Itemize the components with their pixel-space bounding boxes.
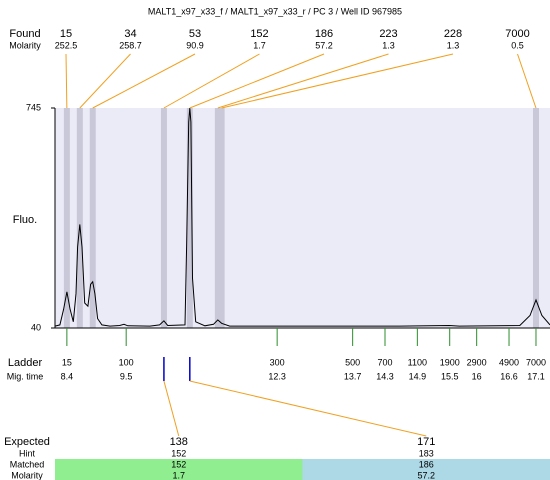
- y-tick-label: 40: [31, 322, 41, 332]
- found-molarity: 1.3: [447, 40, 460, 50]
- matched-connector: [163, 380, 180, 437]
- matched-band: [55, 459, 303, 480]
- found-molarity: 1.7: [253, 40, 266, 50]
- ladder-size: 4900: [499, 357, 519, 367]
- row-label: Hint: [19, 448, 36, 458]
- expected-size: 171: [417, 436, 435, 448]
- trace: [54, 107, 550, 327]
- found-molarity: 258.7: [119, 40, 142, 50]
- found-size: 152: [250, 28, 268, 40]
- peak-band: [89, 108, 96, 328]
- found-connector: [92, 53, 196, 109]
- ladder-label: Ladder: [8, 357, 43, 369]
- found-molarity: 90.9: [186, 40, 204, 50]
- found-size: 223: [379, 28, 397, 40]
- found-size: 228: [444, 28, 462, 40]
- ladder-time: 8.4: [61, 371, 74, 381]
- found-size: 53: [189, 28, 201, 40]
- y-tick-label: 745: [26, 102, 41, 112]
- ladder-time: 14.3: [376, 371, 394, 381]
- peak-band: [218, 108, 225, 328]
- y-axis-label: Fluo.: [13, 214, 37, 226]
- found-molarity: 252.5: [55, 40, 78, 50]
- ladder-time: 17.1: [527, 371, 545, 381]
- peak-band: [160, 108, 167, 328]
- found-connector: [221, 53, 454, 109]
- expected-label: Expected: [4, 436, 50, 448]
- ladder-size: 700: [377, 357, 392, 367]
- ladder-size: 7000: [526, 357, 546, 367]
- found-connector: [217, 53, 389, 109]
- row-label: Matched: [10, 459, 45, 469]
- title: MALT1_x97_x33_f / MALT1_x97_x33_r / PC 3…: [148, 6, 402, 16]
- ladder-size: 300: [270, 357, 285, 367]
- ladder-time: 14.9: [409, 371, 427, 381]
- ladder-time: 13.7: [344, 371, 362, 381]
- ladder-time: 12.3: [268, 371, 286, 381]
- found-sublabel: Molarity: [9, 40, 41, 50]
- ladder-size: 500: [345, 357, 360, 367]
- found-connector: [189, 53, 325, 109]
- ladder-size: 1900: [440, 357, 460, 367]
- ladder-time: 16.6: [500, 371, 518, 381]
- found-molarity: 57.2: [315, 40, 333, 50]
- found-connector: [517, 53, 537, 109]
- ladder-size: 2900: [467, 357, 487, 367]
- ladder-size: 15: [62, 357, 72, 367]
- matched-connector: [189, 380, 427, 437]
- matched-value: 152: [171, 459, 186, 469]
- peak-band: [63, 108, 70, 328]
- ladder-time: 15.5: [441, 371, 459, 381]
- found-size: 7000: [505, 28, 529, 40]
- peak-band: [532, 108, 539, 328]
- found-size: 15: [60, 28, 72, 40]
- row-label: Molarity: [11, 470, 43, 480]
- found-size: 34: [124, 28, 136, 40]
- ladder-size: 1100: [408, 357, 427, 367]
- found-molarity: 1.3: [382, 40, 395, 50]
- matched-value: 186: [419, 459, 434, 469]
- found-label: Found: [9, 28, 40, 40]
- expected-size: 138: [170, 436, 188, 448]
- found-size: 186: [315, 28, 333, 40]
- ladder-time: 9.5: [120, 371, 133, 381]
- found-connector: [79, 53, 131, 109]
- peak-band: [214, 108, 221, 328]
- ladder-size: 100: [119, 357, 134, 367]
- ladder-sublabel: Mig. time: [7, 371, 44, 381]
- plot-area: [55, 108, 550, 328]
- found-molarity: 0.5: [511, 40, 524, 50]
- matched-band: [302, 459, 550, 480]
- ladder-time: 16: [472, 371, 482, 381]
- peak-band: [76, 108, 83, 328]
- hint-value: 183: [419, 448, 434, 458]
- hint-value: 152: [171, 448, 186, 458]
- found-connector: [65, 53, 68, 109]
- peak-band: [186, 108, 193, 328]
- found-connector: [163, 53, 260, 109]
- molarity-value: 57.2: [417, 470, 435, 480]
- molarity-value: 1.7: [172, 470, 185, 480]
